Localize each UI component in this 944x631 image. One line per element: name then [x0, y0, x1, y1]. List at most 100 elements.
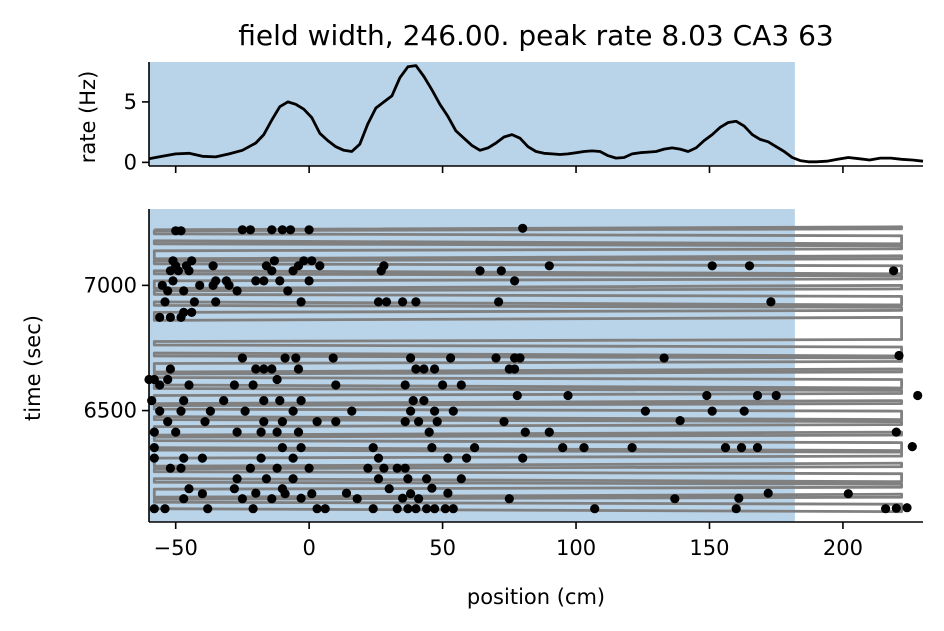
spike-point: [579, 443, 589, 453]
spike-point: [184, 380, 194, 390]
spike-point: [197, 489, 207, 499]
spike-point: [731, 504, 741, 514]
spike-point: [494, 297, 504, 307]
spike-point: [520, 427, 530, 437]
spike-point: [176, 226, 186, 236]
spike-point: [155, 312, 165, 322]
raster-y-tick-label: 6500: [84, 399, 137, 423]
spike-point: [670, 494, 680, 504]
spike-point: [248, 504, 258, 514]
spike-point: [328, 353, 338, 363]
spike-point: [189, 297, 199, 307]
spike-point: [195, 280, 205, 290]
spike-point: [891, 427, 901, 437]
spike-point: [288, 406, 298, 416]
spike-point: [752, 390, 763, 401]
spike-point: [379, 463, 389, 473]
spike-point: [168, 256, 178, 266]
spike-point: [272, 427, 282, 437]
spike-point: [470, 443, 480, 453]
spike-point: [509, 276, 520, 286]
spike-point: [269, 256, 279, 266]
spike-point: [179, 307, 189, 317]
spike-point: [261, 474, 271, 484]
spike-point: [176, 463, 186, 473]
spike-point: [293, 364, 304, 374]
spike-point: [187, 256, 197, 266]
spike-point: [456, 474, 466, 484]
spike-point: [155, 406, 165, 416]
spike-point: [160, 504, 170, 514]
raster-x-tick-label: 0: [302, 536, 315, 560]
spike-point: [438, 380, 448, 390]
spike-point: [763, 488, 773, 498]
spike-point: [200, 417, 210, 427]
spike-point: [734, 493, 744, 503]
spike-point: [304, 276, 314, 286]
spike-point: [219, 396, 229, 406]
spike-point: [205, 406, 215, 416]
spike-point: [702, 390, 712, 401]
rate-x-ticks: [174, 166, 844, 173]
spike-point: [462, 453, 472, 463]
spike-point: [881, 504, 891, 514]
spike-point: [363, 463, 373, 473]
spike-point: [739, 406, 749, 416]
spike-point: [422, 474, 432, 484]
spike-point: [419, 396, 429, 406]
spike-point: [168, 276, 178, 286]
spike-point: [275, 396, 285, 406]
spike-point: [430, 364, 440, 374]
spike-point: [179, 494, 189, 504]
spike-point: [229, 484, 239, 494]
spike-point: [736, 443, 747, 453]
spike-point: [406, 489, 416, 499]
spike-point: [443, 488, 453, 498]
spike-point: [165, 312, 175, 322]
spike-point: [312, 504, 322, 514]
spike-point: [331, 417, 341, 427]
spike-point: [259, 396, 269, 406]
spike-point: [659, 353, 669, 363]
spike-point: [331, 380, 341, 390]
spike-points: [144, 223, 923, 514]
spike-point: [379, 261, 389, 271]
spike-point: [307, 489, 317, 499]
spike-point: [245, 463, 255, 473]
spike-point: [440, 504, 450, 514]
spike-point: [277, 225, 287, 235]
rate-y-tick-label: 0: [124, 150, 137, 174]
spike-point: [176, 406, 186, 416]
rate-y-ticks: 05: [124, 90, 149, 174]
spike-point: [427, 483, 437, 493]
spike-point: [384, 484, 394, 494]
rate-y-axis-label: rate (Hz): [76, 71, 100, 164]
spike-point: [285, 225, 296, 235]
spike-point: [398, 297, 408, 307]
spike-point: [171, 427, 181, 437]
spike-point: [256, 427, 266, 437]
spike-point: [381, 297, 392, 307]
spike-point: [240, 406, 250, 416]
spike-point: [515, 353, 525, 363]
spike-point: [518, 453, 528, 463]
spike-point: [544, 261, 554, 271]
spike-point: [766, 297, 776, 307]
spike-point: [232, 286, 242, 296]
spike-point: [211, 297, 221, 307]
spike-point: [518, 223, 528, 233]
spike-point: [259, 417, 269, 427]
spike-point: [232, 474, 242, 484]
spike-point: [267, 225, 277, 235]
spike-point: [403, 474, 413, 484]
spike-point: [504, 494, 514, 504]
spike-point: [163, 374, 173, 385]
rate-line: [148, 64, 924, 164]
spike-point: [277, 443, 287, 453]
spike-point: [341, 488, 352, 498]
spike-point: [430, 504, 440, 514]
spike-point: [544, 427, 554, 437]
spike-point: [251, 488, 261, 498]
spike-point: [771, 390, 781, 401]
spike-point: [406, 406, 416, 416]
